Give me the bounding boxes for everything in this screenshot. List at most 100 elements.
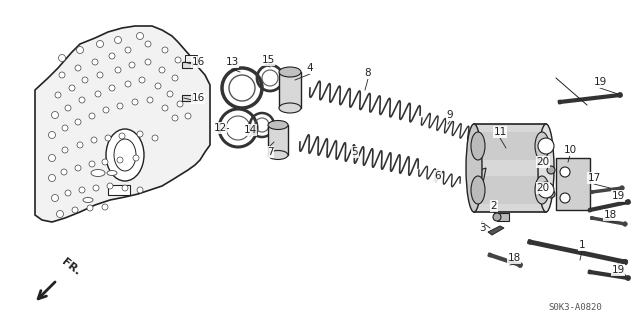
Circle shape <box>109 53 115 59</box>
Circle shape <box>560 167 570 177</box>
Circle shape <box>65 190 71 196</box>
Text: S0K3-A0820: S0K3-A0820 <box>548 303 602 313</box>
Circle shape <box>547 190 555 198</box>
Text: 11: 11 <box>493 127 507 137</box>
Circle shape <box>538 182 554 198</box>
Circle shape <box>89 161 95 167</box>
Circle shape <box>75 65 81 71</box>
Ellipse shape <box>535 176 549 204</box>
Circle shape <box>622 259 628 265</box>
Bar <box>108 185 130 195</box>
Circle shape <box>518 263 522 268</box>
Circle shape <box>49 131 56 138</box>
Text: 3: 3 <box>479 223 485 233</box>
Bar <box>182 95 192 101</box>
Text: 13: 13 <box>225 57 239 67</box>
Circle shape <box>185 113 191 119</box>
Circle shape <box>133 155 139 161</box>
Circle shape <box>102 204 108 210</box>
Text: 17: 17 <box>588 173 600 183</box>
Ellipse shape <box>107 170 117 175</box>
Text: 8: 8 <box>365 68 371 78</box>
Circle shape <box>117 103 123 109</box>
Circle shape <box>93 185 99 191</box>
Circle shape <box>72 207 78 213</box>
Text: 19: 19 <box>611 191 625 201</box>
Circle shape <box>109 85 115 91</box>
Circle shape <box>558 100 562 104</box>
Circle shape <box>172 75 178 81</box>
Circle shape <box>538 138 554 154</box>
Circle shape <box>136 33 143 40</box>
Text: 14: 14 <box>243 125 257 135</box>
Circle shape <box>49 174 56 182</box>
Circle shape <box>69 85 75 91</box>
Circle shape <box>92 59 98 65</box>
Bar <box>474 124 546 212</box>
Circle shape <box>102 159 108 165</box>
Circle shape <box>125 47 131 53</box>
Circle shape <box>79 187 85 193</box>
Text: 9: 9 <box>447 110 453 120</box>
Polygon shape <box>488 226 504 235</box>
Circle shape <box>488 253 492 257</box>
Circle shape <box>620 186 624 190</box>
Text: 16: 16 <box>191 57 205 67</box>
Text: 15: 15 <box>261 55 275 65</box>
Bar <box>478 132 542 160</box>
Circle shape <box>87 205 93 211</box>
Circle shape <box>89 113 95 119</box>
Circle shape <box>625 276 630 280</box>
Text: 19: 19 <box>593 77 607 87</box>
Circle shape <box>49 154 56 161</box>
Ellipse shape <box>279 103 301 113</box>
Circle shape <box>125 81 131 87</box>
Text: FR.: FR. <box>60 256 83 277</box>
Ellipse shape <box>471 132 485 160</box>
Text: 18: 18 <box>604 210 616 220</box>
Circle shape <box>145 59 151 65</box>
Circle shape <box>167 91 173 97</box>
Ellipse shape <box>538 124 554 212</box>
Ellipse shape <box>83 197 93 203</box>
Text: 19: 19 <box>611 265 625 275</box>
Circle shape <box>107 183 113 189</box>
Polygon shape <box>35 26 210 222</box>
Circle shape <box>97 72 103 78</box>
Bar <box>497 213 509 221</box>
Ellipse shape <box>535 132 549 160</box>
Circle shape <box>55 92 61 98</box>
Ellipse shape <box>106 129 144 181</box>
Circle shape <box>119 133 125 139</box>
Ellipse shape <box>493 213 501 221</box>
Circle shape <box>155 83 161 89</box>
Text: 5: 5 <box>352 147 358 157</box>
Circle shape <box>58 55 65 62</box>
Text: 16: 16 <box>191 93 205 103</box>
Bar <box>279 72 301 108</box>
Text: 12: 12 <box>213 123 227 133</box>
Text: 18: 18 <box>508 253 520 263</box>
Ellipse shape <box>91 169 105 176</box>
Circle shape <box>79 97 85 103</box>
Circle shape <box>117 157 123 163</box>
Circle shape <box>137 187 143 193</box>
Circle shape <box>162 105 168 111</box>
Circle shape <box>175 57 181 63</box>
Circle shape <box>177 101 183 107</box>
Circle shape <box>137 131 143 137</box>
Bar <box>268 125 288 155</box>
Circle shape <box>62 125 68 131</box>
Circle shape <box>590 190 594 194</box>
Circle shape <box>588 208 592 212</box>
Circle shape <box>56 211 63 218</box>
Bar <box>556 158 590 210</box>
Circle shape <box>77 47 83 54</box>
Text: 20: 20 <box>536 157 550 167</box>
Circle shape <box>61 169 67 175</box>
Text: 4: 4 <box>307 63 314 73</box>
Circle shape <box>560 193 570 203</box>
Bar <box>478 176 542 204</box>
Text: 7: 7 <box>267 147 273 157</box>
Text: 6: 6 <box>435 171 442 181</box>
